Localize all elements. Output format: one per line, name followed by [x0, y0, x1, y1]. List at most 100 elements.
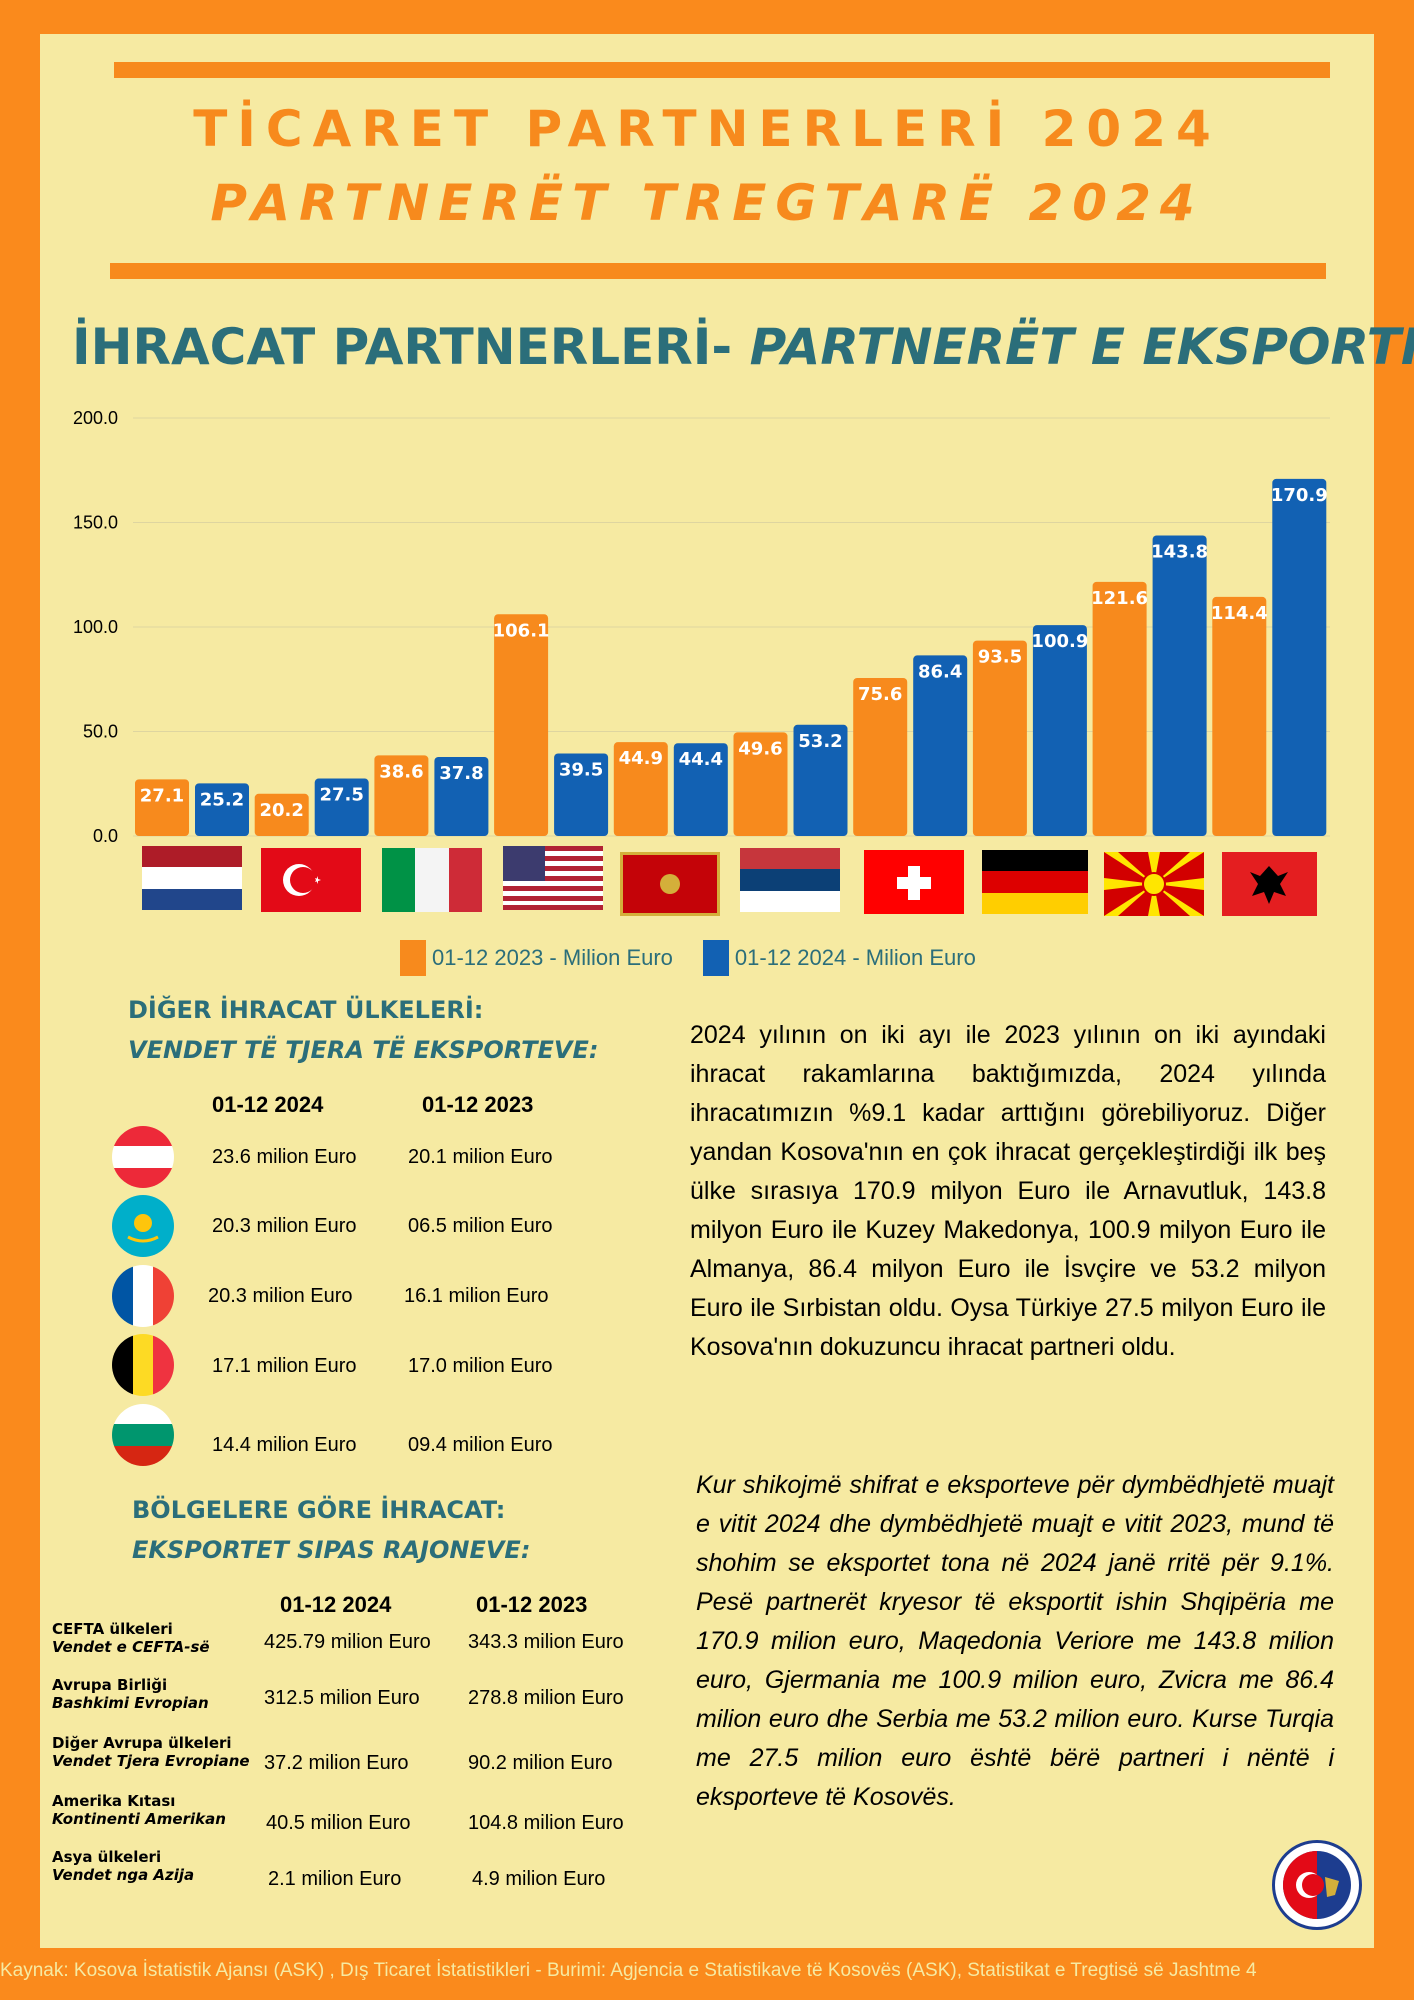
bar-value-label: 25.2 [200, 789, 244, 810]
bar-2024 [673, 743, 728, 836]
legend-item-2023: 01-12 2023 - Milion Euro [400, 940, 673, 976]
bar-value-label: 170.9 [1271, 485, 1328, 506]
bar-value-label: 53.2 [798, 731, 842, 752]
region-1-name: CEFTA ülkeleri Vendet e CEFTA-së [52, 1620, 210, 1656]
bottom-rule [110, 263, 1326, 279]
region-5-name-tr: Asya ülkeleri [52, 1848, 162, 1866]
other-countries-col-2024: 01-12 2024 [212, 1092, 324, 1117]
region-4-name-sq: Kontinenti Amerikan [52, 1810, 226, 1828]
bar-2023 [1092, 581, 1147, 836]
region-3-name: Diğer Avrupa ülkeleri Vendet Tjera Evropi… [52, 1734, 250, 1770]
other-countries-title-tr: DİĞER İHRACAT ÜLKELERİ: [128, 996, 484, 1024]
other-country-2-2023: 06.5 milion Euro [408, 1215, 553, 1237]
region-3-name-sq: Vendet Tjera Evropiane [52, 1752, 250, 1770]
albania-flag-icon [1222, 852, 1317, 916]
region-2-2024: 312.5 milion Euro [264, 1687, 420, 1709]
bar-2024 [434, 756, 489, 836]
regions-col-2023: 01-12 2023 [476, 1592, 588, 1617]
section-title-sq: PARTNERËT E EKSPORTIT [732, 318, 1414, 376]
other-country-4-2023: 17.0 milion Euro [408, 1355, 553, 1377]
turkiye-flag-icon [261, 848, 361, 912]
bar-value-label: 27.5 [319, 785, 363, 806]
bar-2023 [853, 677, 908, 836]
region-2-name-sq: Bashkimi Evropian [52, 1694, 209, 1712]
region-3-2023: 90.2 milion Euro [468, 1752, 613, 1774]
bar-2023 [972, 640, 1027, 836]
region-3-name-tr: Diğer Avrupa ülkeleri [52, 1734, 232, 1752]
regions-title-tr: BÖLGELERE GÖRE İHRACAT: [132, 1496, 506, 1524]
bar-value-label: 37.8 [439, 763, 483, 784]
north-macedonia-flag-icon [1104, 852, 1204, 916]
other-country-5-2024: 14.4 milion Euro [212, 1434, 357, 1456]
region-1-name-sq: Vendet e CEFTA-së [52, 1638, 210, 1656]
legend-label-2024: 01-12 2024 - Milion Euro [734, 945, 976, 970]
y-tick-label: 100.0 [73, 617, 118, 637]
bar-2023 [494, 614, 549, 836]
bar-value-label: 20.2 [259, 800, 303, 821]
bar-2024 [913, 655, 968, 836]
other-countries-title-sq: VENDET TË TJERA TË EKSPORTEVE: [128, 1036, 599, 1064]
other-country-1-2024: 23.6 milion Euro [212, 1146, 357, 1168]
bar-value-label: 100.9 [1031, 631, 1088, 652]
bulgaria-flag-icon [112, 1404, 174, 1466]
montenegro-flag-icon [620, 852, 720, 916]
region-5-2024: 2.1 milion Euro [268, 1868, 402, 1890]
y-tick-label: 50.0 [83, 722, 118, 742]
bar-value-label: 114.4 [1211, 603, 1268, 624]
region-5-name: Asya ülkeleri Vendet nga Azija [52, 1848, 194, 1884]
regions-title-sq: EKSPORTET SIPAS RAJONEVE: [132, 1536, 531, 1564]
region-3-2024: 37.2 milion Euro [264, 1752, 409, 1774]
region-1-2023: 343.3 milion Euro [468, 1631, 624, 1653]
kazakhstan-flag-icon [112, 1195, 174, 1257]
bar-value-label: 86.4 [918, 661, 962, 682]
legend-swatch-2023 [400, 940, 426, 976]
region-4-name: Amerika Kıtası Kontinenti Amerikan [52, 1792, 226, 1828]
regions-col-2024: 01-12 2024 [280, 1592, 392, 1617]
y-tick-label: 200.0 [73, 408, 118, 428]
serbia-flag-icon [740, 848, 840, 912]
region-5-name-sq: Vendet nga Azija [52, 1866, 195, 1884]
bar-2024 [1032, 625, 1087, 836]
paragraph-turkish: 2024 yılının on iki ayı ile 2023 yılının… [690, 1021, 1326, 1361]
bar-value-label: 93.5 [978, 647, 1022, 668]
other-country-2-2024: 20.3 milion Euro [212, 1215, 357, 1237]
bar-2023 [613, 742, 668, 836]
bar-value-label: 39.5 [559, 759, 603, 780]
legend-swatch-2024 [702, 940, 729, 976]
other-country-4-2024: 17.1 milion Euro [212, 1355, 357, 1377]
bar-value-label: 143.8 [1151, 541, 1208, 562]
bar-2024 [793, 724, 848, 836]
france-flag-icon [112, 1265, 174, 1327]
section-title: İHRACAT PARTNERLERİ- PARTNERËT E EKSPORT… [72, 318, 1414, 376]
austria-flag-icon [112, 1126, 174, 1188]
netherlands-flag-icon [142, 846, 242, 910]
bar-2023 [374, 755, 429, 836]
bar-value-label: 121.6 [1091, 588, 1148, 609]
page-panel [40, 34, 1374, 1948]
region-1-name-tr: CEFTA ülkeleri [52, 1620, 173, 1638]
region-1-2024: 425.79 milion Euro [264, 1631, 431, 1653]
y-tick-label: 150.0 [73, 513, 118, 533]
footer-source: Kaynak: Kosova İstatistik Ajansı (ASK) ,… [0, 1960, 1257, 1981]
region-2-2023: 278.8 milion Euro [468, 1687, 624, 1709]
export-partners-chart: 0.0 50.0 100.0 150.0 200.0 27.1 25.2 20.2 27.5 38… [73, 408, 1330, 846]
section-title-tr: İHRACAT PARTNERLERİ- [72, 318, 733, 376]
other-country-5-2023: 09.4 milion Euro [408, 1434, 553, 1456]
legend-item-2024: 01-12 2024 - Milion Euro [702, 940, 976, 976]
italy-flag-icon [382, 848, 482, 912]
legend-label-2023: 01-12 2023 - Milion Euro [432, 945, 673, 970]
bar-2023 [135, 779, 189, 836]
bar-value-label: 49.6 [738, 738, 782, 759]
belgium-flag-icon [112, 1334, 174, 1396]
bar-2023 [1212, 596, 1267, 836]
bar-value-label: 27.1 [140, 785, 184, 806]
bar-2023 [733, 732, 788, 836]
title-albanian: PARTNERËT TREGTARË 2024 [210, 174, 1204, 232]
chamber-of-commerce-logo-icon [1272, 1840, 1362, 1930]
region-2-name: Avrupa Birliği Bashkimi Evropian [52, 1676, 209, 1712]
other-country-3-2024: 20.3 milion Euro [208, 1285, 353, 1307]
other-country-1-2023: 20.1 milion Euro [408, 1146, 553, 1168]
paragraph-albanian: Kur shikojmë shifrat e eksporteve për dy… [696, 1471, 1334, 1811]
top-rule [114, 62, 1330, 78]
usa-flag-icon [503, 846, 603, 910]
